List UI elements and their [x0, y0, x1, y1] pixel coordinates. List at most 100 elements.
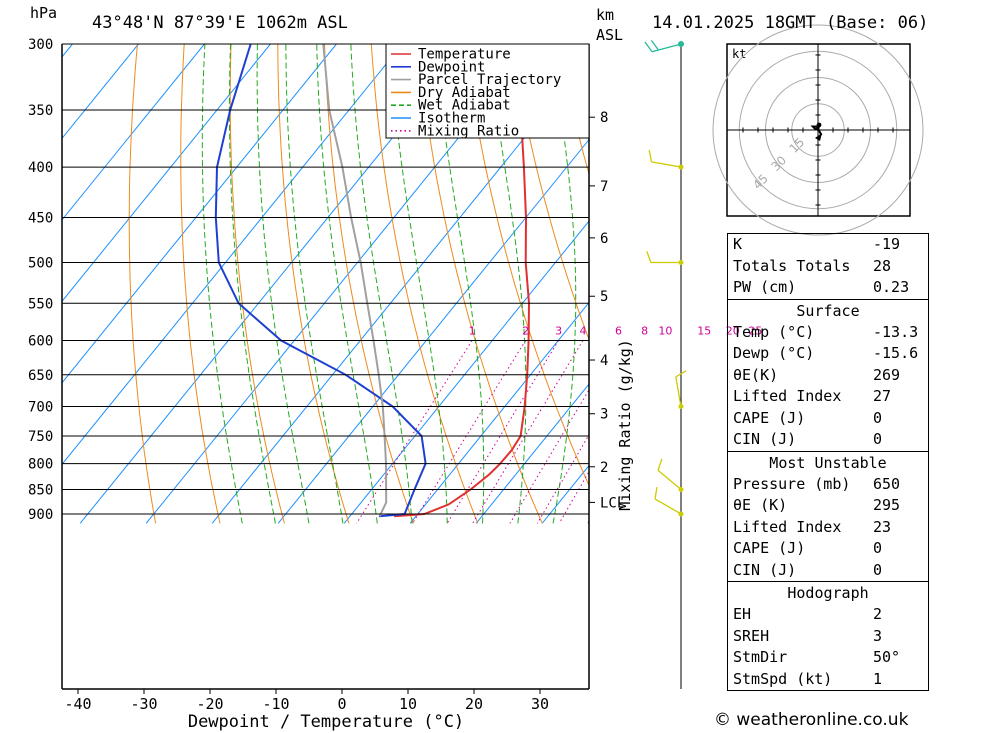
- isotherm-line: [475, 383, 589, 524]
- km-tick-label: 6: [600, 231, 608, 247]
- legend-entry: Temperature: [418, 47, 511, 63]
- most-unstable-section-title: Most Unstable: [728, 450, 928, 474]
- hodograph-section-title: Hodograph: [728, 581, 928, 604]
- km-label: km: [596, 6, 614, 24]
- mixing-ratio-line: [472, 340, 584, 524]
- km-tick-label: 2: [600, 460, 608, 476]
- index-row: SREH 3: [733, 626, 883, 645]
- hodograph-point: [816, 122, 822, 128]
- footer-credit-link[interactable]: © weatheronline.co.uk: [714, 710, 909, 730]
- mixing-ratio-label: 6: [615, 325, 622, 338]
- hpa-label: hPa: [30, 4, 57, 22]
- pressure-tick-label: 700: [28, 399, 53, 415]
- mixing-ratio-label: 25: [748, 325, 762, 338]
- isotherm-line: [0, 44, 6, 523]
- mixing-ratio-label: 15: [697, 325, 711, 338]
- mixing-ratio-label: 8: [641, 325, 648, 338]
- pressure-tick-label: 750: [28, 429, 53, 445]
- wet-adiabat-line: [486, 44, 527, 524]
- dry-adiabat-line: [277, 44, 350, 524]
- index-row: CIN (J) 0: [733, 430, 883, 448]
- mixing-ratio-line: [509, 388, 589, 524]
- legend-entry: Isotherm: [418, 111, 485, 127]
- index-row: CAPE (J) 0: [733, 539, 883, 557]
- dry-adiabat-line: [557, 44, 589, 176]
- index-row: Pressure (mb) 650: [733, 474, 901, 493]
- pressure-tick-label: 450: [28, 210, 53, 226]
- legend-entry: Wet Adiabat: [418, 98, 511, 114]
- km-tick-label: 4: [600, 353, 608, 369]
- mixing-ratio-label: 1: [469, 325, 476, 338]
- wind-barb: [644, 39, 684, 53]
- surface-section-title: Surface: [728, 298, 928, 322]
- hodograph-trace: [810, 122, 823, 136]
- mixing-ratio-axis-label: Mixing Ratio (g/kg): [616, 339, 634, 511]
- wet-adiabat-line: [623, 44, 710, 523]
- wind-barb: [648, 149, 684, 170]
- pressure-tick-label: 900: [28, 507, 53, 523]
- legend-box: [385, 43, 590, 139]
- wind-barb-column: [644, 39, 687, 689]
- dry-adiabat-line: [417, 44, 543, 524]
- mixing-ratio-label: 2: [522, 325, 529, 338]
- isotherm-line: [409, 301, 589, 524]
- wet-adiabat-line: [285, 44, 344, 524]
- wet-adiabat-line: [316, 44, 378, 524]
- dry-adiabat-line: [979, 44, 1000, 523]
- mixing-ratio-label: 3: [555, 325, 562, 338]
- legend-entry: Dry Adiabat: [418, 85, 511, 101]
- hodograph-unit-label: kt: [732, 47, 746, 61]
- mixing-ratio-line: [446, 340, 560, 524]
- x-tick-label: -30: [130, 695, 157, 713]
- dry-adiabat-line: [464, 44, 589, 487]
- km-tick-label: 8: [600, 110, 608, 126]
- index-row: Temp (°C) -13.3: [733, 322, 919, 341]
- pressure-tick-label: 400: [28, 160, 53, 176]
- pressure-tick-label: 800: [28, 457, 53, 473]
- mixing-ratio-label: 20: [726, 325, 740, 338]
- dewpoint-profile: [214, 44, 427, 518]
- pressure-tick-label: 650: [28, 368, 53, 384]
- pressure-tick-label: 550: [28, 296, 53, 312]
- wind-barb: [654, 487, 684, 517]
- pressure-tick-label: 300: [28, 37, 53, 53]
- x-tick-label: 0: [337, 695, 346, 713]
- mixing-ratio-label: 10: [658, 325, 672, 338]
- datetime-title: 14.01.2025 18GMT (Base: 06): [652, 13, 928, 33]
- x-tick-label: -10: [262, 695, 289, 713]
- dry-adiabat-line: [324, 44, 414, 524]
- dry-adiabat-line: [229, 44, 285, 524]
- x-axis-label: Dewpoint / Temperature (°C): [188, 712, 464, 732]
- wet-adiabat-line: [350, 44, 413, 524]
- x-tick-label: 30: [531, 695, 549, 713]
- legend-entry: Parcel Trajectory: [418, 72, 561, 88]
- index-row: θE (K) 295: [733, 496, 901, 514]
- wet-adiabat-line: [389, 44, 448, 524]
- index-row: CAPE (J) 0: [733, 408, 883, 427]
- indices-table: K -19 Totals Totals 28 PW (cm) 0.23 Surface…: [727, 233, 929, 691]
- index-row: EH 2: [733, 605, 883, 623]
- dry-adiabat-line: [128, 44, 157, 524]
- dry-adiabat-line: [370, 44, 479, 524]
- mixing-ratio-label: 4: [579, 325, 586, 338]
- index-row: Totals Totals 28: [733, 256, 892, 275]
- mixing-ratio-line: [412, 340, 527, 524]
- wind-barb: [657, 458, 684, 493]
- index-row: Dewp (°C) -15.6: [733, 344, 919, 362]
- km-tick-label: 7: [600, 179, 608, 195]
- mixing-ratio-labels: 1 2 3 4 6 8 10 15 20 25: [469, 325, 763, 338]
- parcel-trajectory-profile: [322, 44, 388, 517]
- legend-entry: Dewpoint: [418, 59, 485, 75]
- legend-entry: Mixing Ratio: [418, 123, 519, 139]
- index-row: CIN (J) 0: [733, 560, 883, 579]
- asl-label: ASL: [596, 26, 623, 44]
- pressure-tick-label: 850: [28, 483, 53, 499]
- pressure-tick-label: 600: [28, 334, 53, 350]
- mixing-ratio-line: [536, 433, 589, 524]
- wet-adiabat-line: [201, 44, 243, 524]
- x-tick-label: 10: [399, 695, 417, 713]
- isotherm-line: [62, 44, 271, 303]
- index-row: PW (cm) 0.23: [733, 278, 910, 296]
